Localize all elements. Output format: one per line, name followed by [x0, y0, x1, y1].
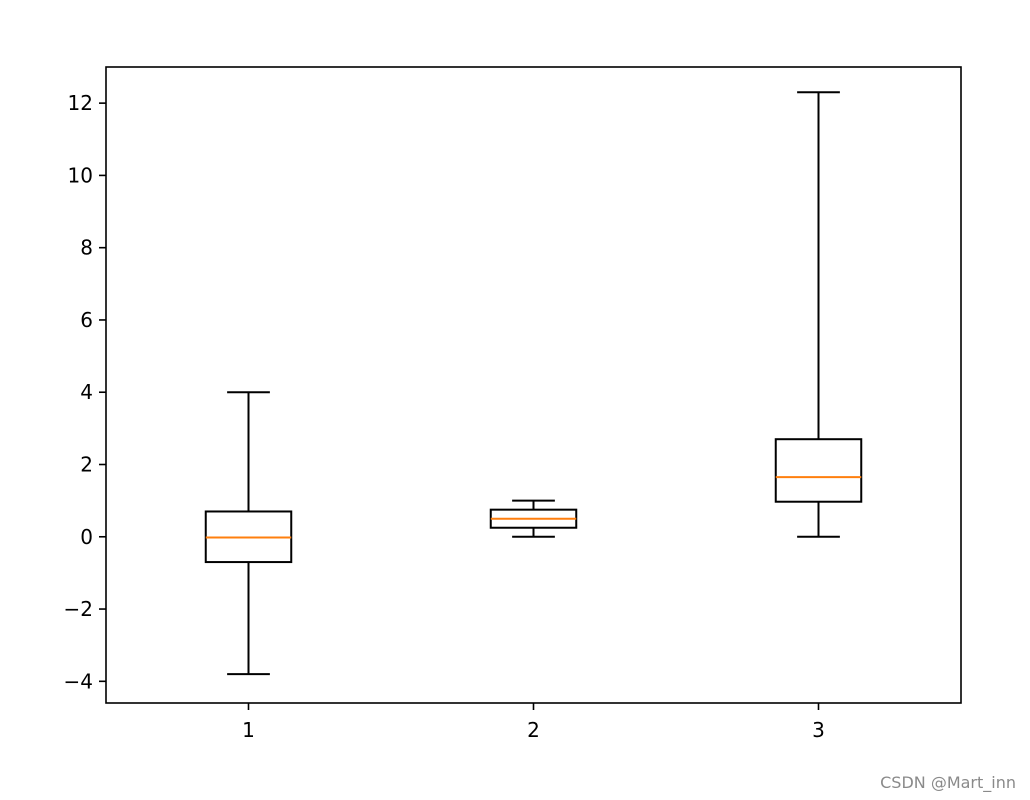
y-tick-label: 12	[68, 91, 93, 115]
y-tick-label: −2	[64, 597, 93, 621]
y-axis-ticks: −4 −2 0 2 4 6 8 10 12	[64, 91, 106, 693]
y-tick-label: 0	[80, 525, 93, 549]
x-axis-ticks: 1 2 3	[242, 703, 825, 742]
y-tick-label: 8	[80, 236, 93, 260]
plot-frame	[105, 66, 962, 704]
box-group-1	[204, 391, 293, 676]
watermark-text: CSDN @Mart_inn	[880, 773, 1016, 792]
y-tick-label: 2	[80, 453, 93, 477]
y-tick-label: 4	[80, 380, 93, 404]
x-tick-label: 2	[527, 718, 540, 742]
iqr-box	[774, 438, 863, 503]
y-tick-label: 6	[80, 308, 93, 332]
x-tick-label: 1	[242, 718, 255, 742]
box-group-3	[774, 91, 863, 538]
y-tick-label: 10	[68, 163, 93, 187]
y-tick-label: −4	[64, 669, 93, 693]
x-tick-label: 3	[812, 718, 825, 742]
plot-marks	[204, 91, 863, 676]
box-group-2	[489, 499, 578, 538]
